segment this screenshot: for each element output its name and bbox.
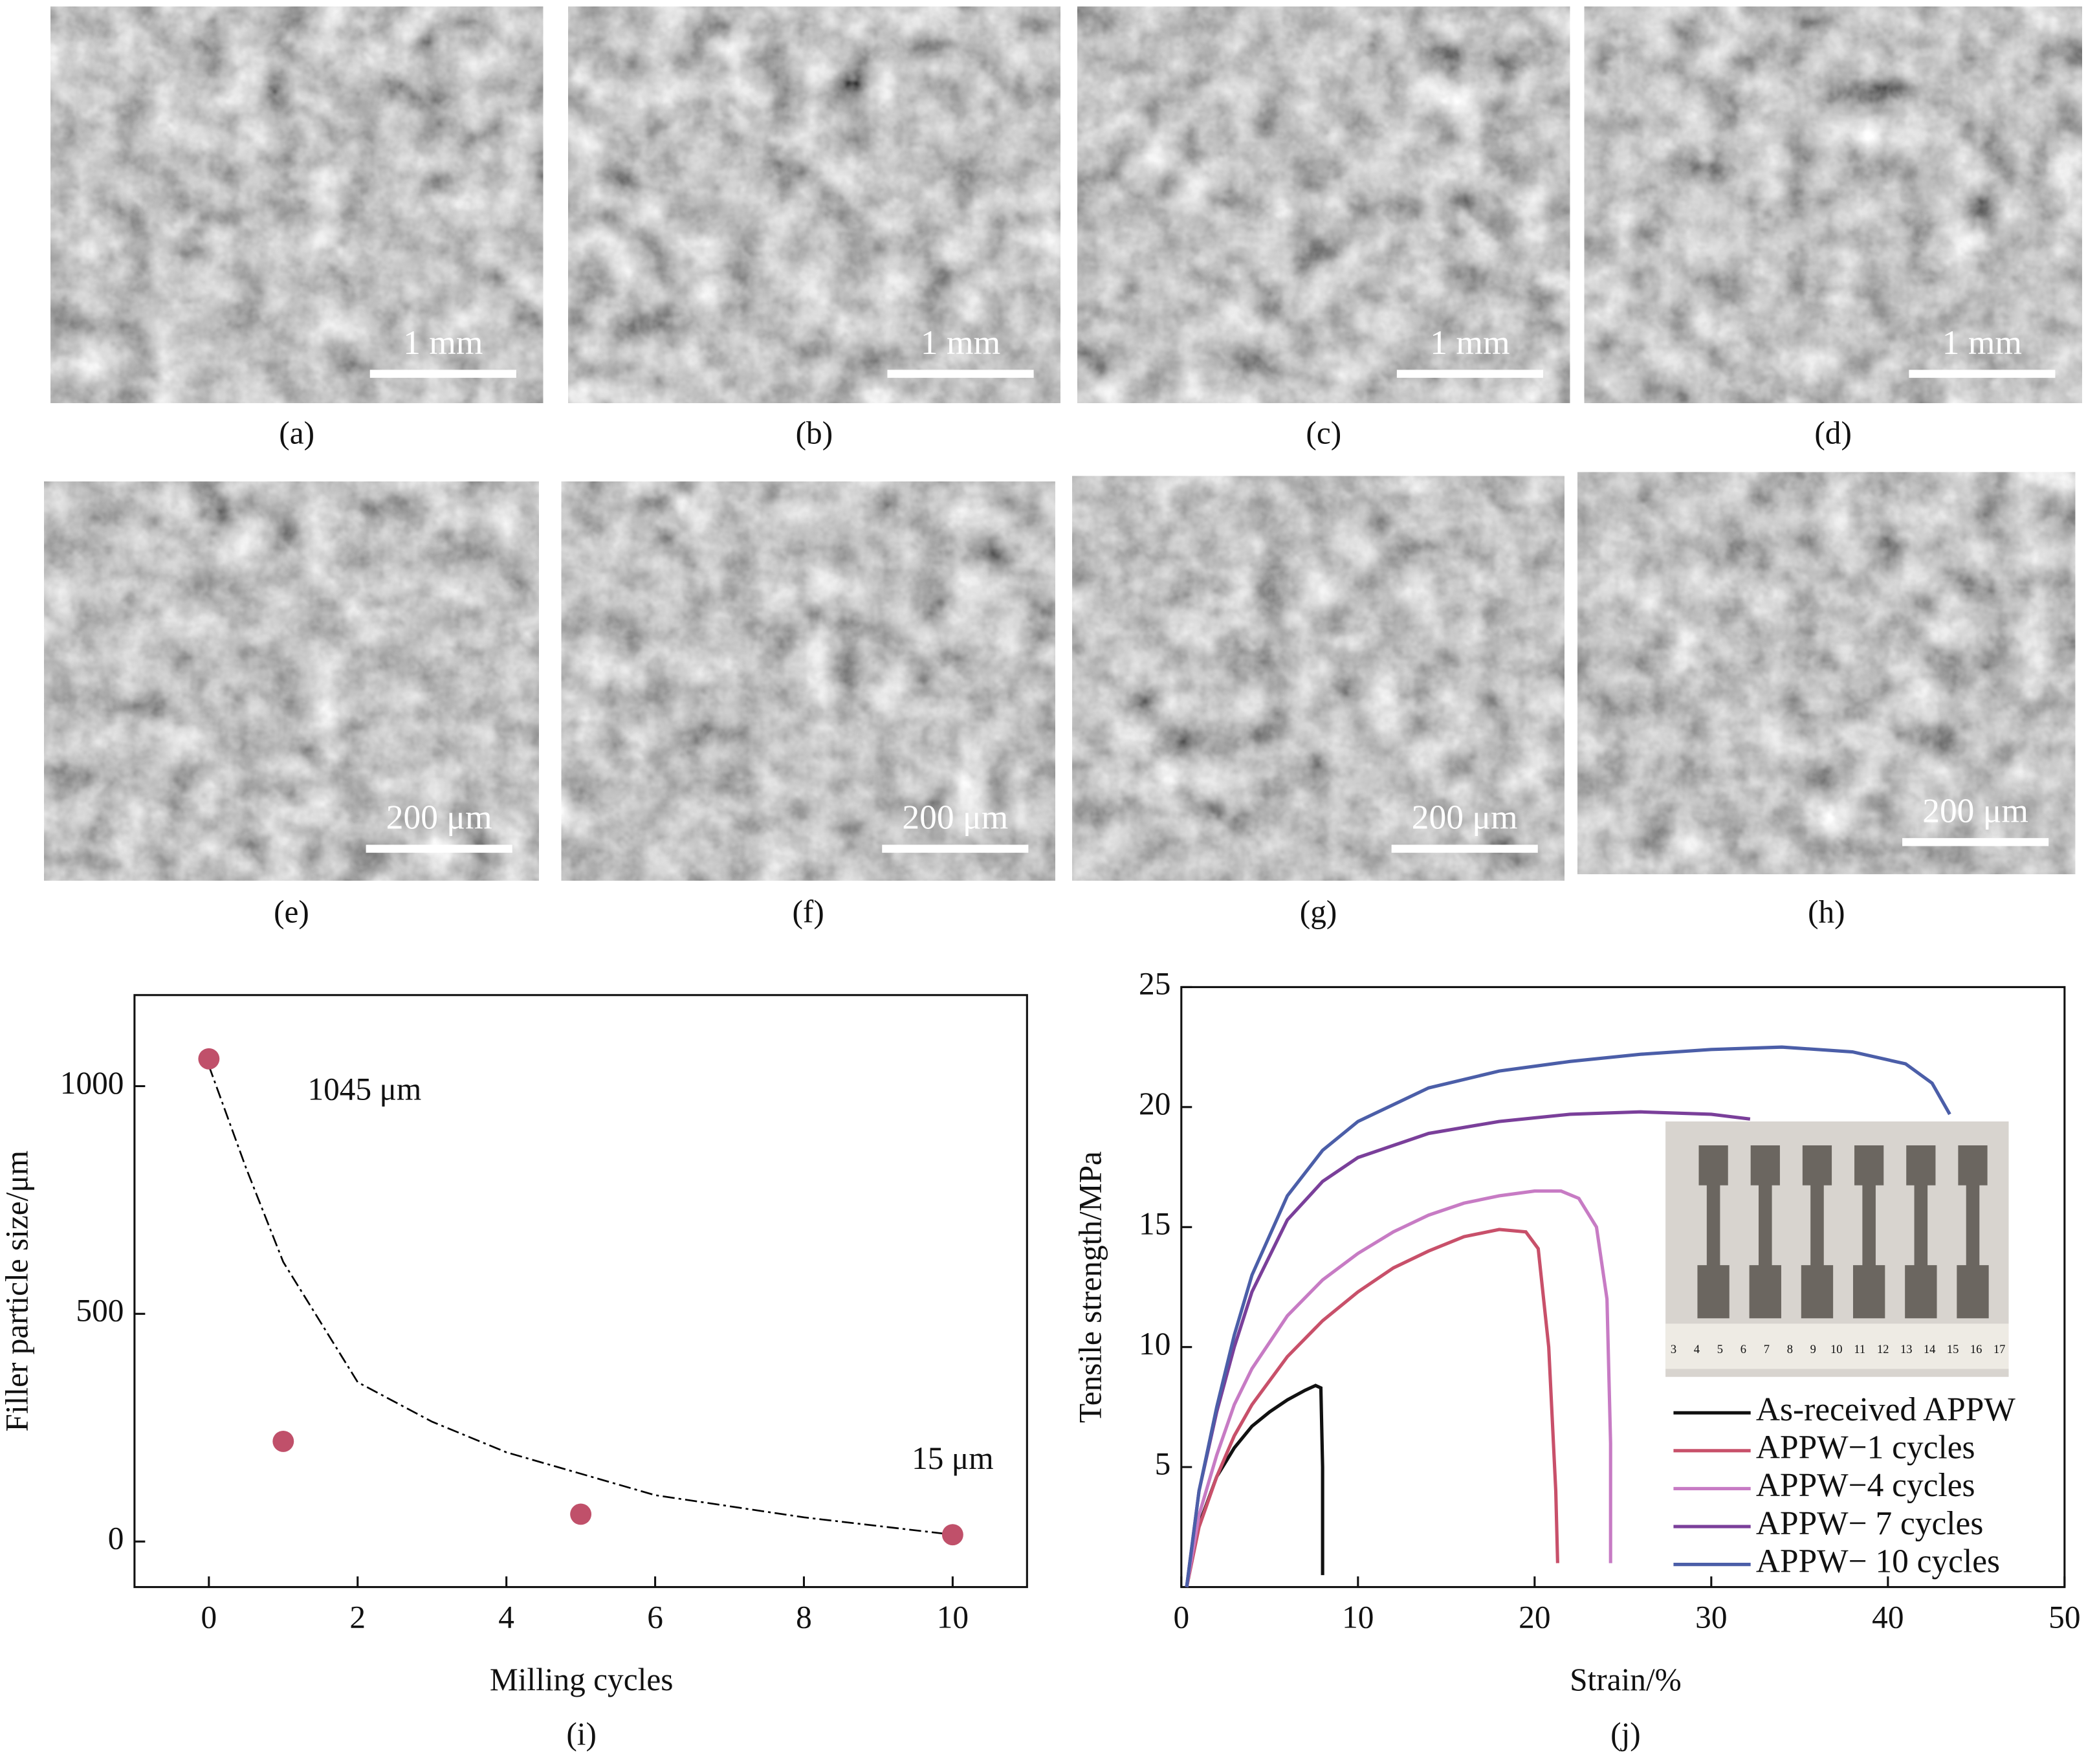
x-tick-label: 0 [201, 1599, 217, 1635]
scale-bar-label: 1 mm [403, 323, 483, 362]
data-point [570, 1503, 592, 1525]
panel-label: (e) [274, 894, 309, 930]
panel-label: (b) [796, 415, 833, 451]
ruler-label: 8 [1787, 1343, 1793, 1356]
plot-frame [133, 994, 1028, 1589]
legend-label: APPW− 10 cycles [1756, 1543, 2000, 1580]
inset-ruler [1665, 1323, 2009, 1369]
y-tick-label: 5 [1155, 1446, 1171, 1481]
ruler-label: 3 [1671, 1343, 1676, 1356]
scale-bar-label: 1 mm [921, 323, 1000, 362]
data-point [198, 1048, 220, 1070]
scale-bar-label: 1 mm [1942, 323, 2022, 362]
ruler-label: 14 [1924, 1343, 1936, 1356]
specimen [1801, 1145, 1834, 1319]
line-series [1185, 1228, 1559, 1588]
x-axis-label: Strain/% [1570, 1662, 1682, 1697]
annotation: 15 μm [912, 1440, 993, 1476]
ruler-label: 4 [1694, 1343, 1700, 1356]
x-tick-label: 0 [1173, 1599, 1189, 1635]
y-tick-label: 1000 [60, 1065, 124, 1101]
sem-image [44, 481, 539, 881]
sem-image [1072, 476, 1564, 881]
data-point [941, 1524, 963, 1546]
specimen [1852, 1145, 1885, 1319]
x-tick-label: 6 [647, 1599, 663, 1635]
legend-label: APPW− 7 cycles [1756, 1505, 1983, 1542]
scale-bar [1902, 838, 2049, 846]
sem-image [568, 6, 1060, 403]
x-tick-label: 40 [1872, 1599, 1904, 1635]
ruler-label: 7 [1764, 1343, 1770, 1356]
sem-image [1077, 6, 1570, 403]
caption: (i) [566, 1716, 597, 1752]
scale-bar [1909, 369, 2056, 378]
y-axis-label: Filler particle size/μm [0, 1151, 34, 1432]
scale-bar [369, 369, 516, 378]
ruler-label: 16 [1970, 1343, 1982, 1356]
line-series [1185, 1189, 1612, 1588]
specimen [1905, 1145, 1937, 1319]
panel-label: (d) [1814, 415, 1852, 451]
y-tick-label: 0 [108, 1521, 124, 1556]
x-tick-label: 2 [349, 1599, 366, 1635]
y-tick-label: 10 [1139, 1326, 1170, 1362]
x-tick-label: 50 [2048, 1599, 2080, 1635]
panel-label: (g) [1300, 894, 1337, 930]
y-tick-label: 20 [1139, 1086, 1170, 1121]
legend-label: APPW−4 cycles [1756, 1467, 1975, 1504]
x-axis-label: Milling cycles [490, 1662, 674, 1697]
specimen [1749, 1145, 1781, 1319]
ruler-label: 12 [1877, 1343, 1889, 1356]
scale-bar-label: 1 mm [1430, 323, 1510, 362]
scale-bar-label: 200 μm [902, 798, 1008, 837]
scale-bar [1396, 369, 1543, 378]
ruler-label: 10 [1830, 1343, 1843, 1356]
scale-bar-label: 200 μm [1922, 791, 2028, 830]
scale-bar-label: 200 μm [1412, 798, 1518, 837]
ruler-label: 15 [1947, 1343, 1959, 1356]
y-axis-label: Tensile strength/MPa [1072, 1151, 1108, 1423]
scale-bar-label: 200 μm [386, 798, 492, 837]
x-tick-label: 10 [1342, 1599, 1374, 1635]
panel-label: (a) [279, 415, 314, 451]
scale-bar [1391, 844, 1538, 853]
y-tick-label: 500 [76, 1293, 124, 1329]
panel-label: (f) [793, 894, 824, 930]
legend-label: APPW−1 cycles [1756, 1429, 1975, 1466]
x-tick-label: 4 [498, 1599, 514, 1635]
x-tick-label: 20 [1519, 1599, 1550, 1635]
annotation: 1045 μm [307, 1071, 421, 1107]
legend-label: As-received APPW [1756, 1391, 2015, 1428]
x-tick-label: 8 [796, 1599, 812, 1635]
sem-image [1577, 472, 2076, 874]
line-series [1185, 1045, 1951, 1587]
ruler-label: 9 [1810, 1343, 1816, 1356]
panel-label: (c) [1306, 415, 1341, 451]
plot-frame [1180, 986, 2066, 1589]
data-point [272, 1430, 294, 1452]
scale-bar [366, 844, 512, 853]
sem-image [561, 481, 1055, 881]
scale-bar [882, 844, 1029, 853]
y-tick-label: 25 [1139, 966, 1170, 1002]
ruler-label: 6 [1740, 1343, 1746, 1356]
ruler-label: 17 [1993, 1343, 2006, 1356]
panel-label: (h) [1808, 894, 1845, 930]
ruler-label: 5 [1717, 1343, 1723, 1356]
x-tick-label: 10 [937, 1599, 969, 1635]
sem-image [1584, 6, 2082, 403]
x-tick-label: 30 [1695, 1599, 1727, 1635]
specimen [1957, 1145, 1989, 1319]
ruler-label: 11 [1854, 1343, 1865, 1356]
sem-image [50, 6, 543, 403]
specimen [1697, 1145, 1729, 1319]
scale-bar [887, 369, 1034, 378]
y-tick-label: 15 [1139, 1206, 1170, 1242]
ruler-label: 13 [1900, 1343, 1913, 1356]
caption: (j) [1610, 1716, 1641, 1752]
fit-curve [208, 1065, 953, 1536]
